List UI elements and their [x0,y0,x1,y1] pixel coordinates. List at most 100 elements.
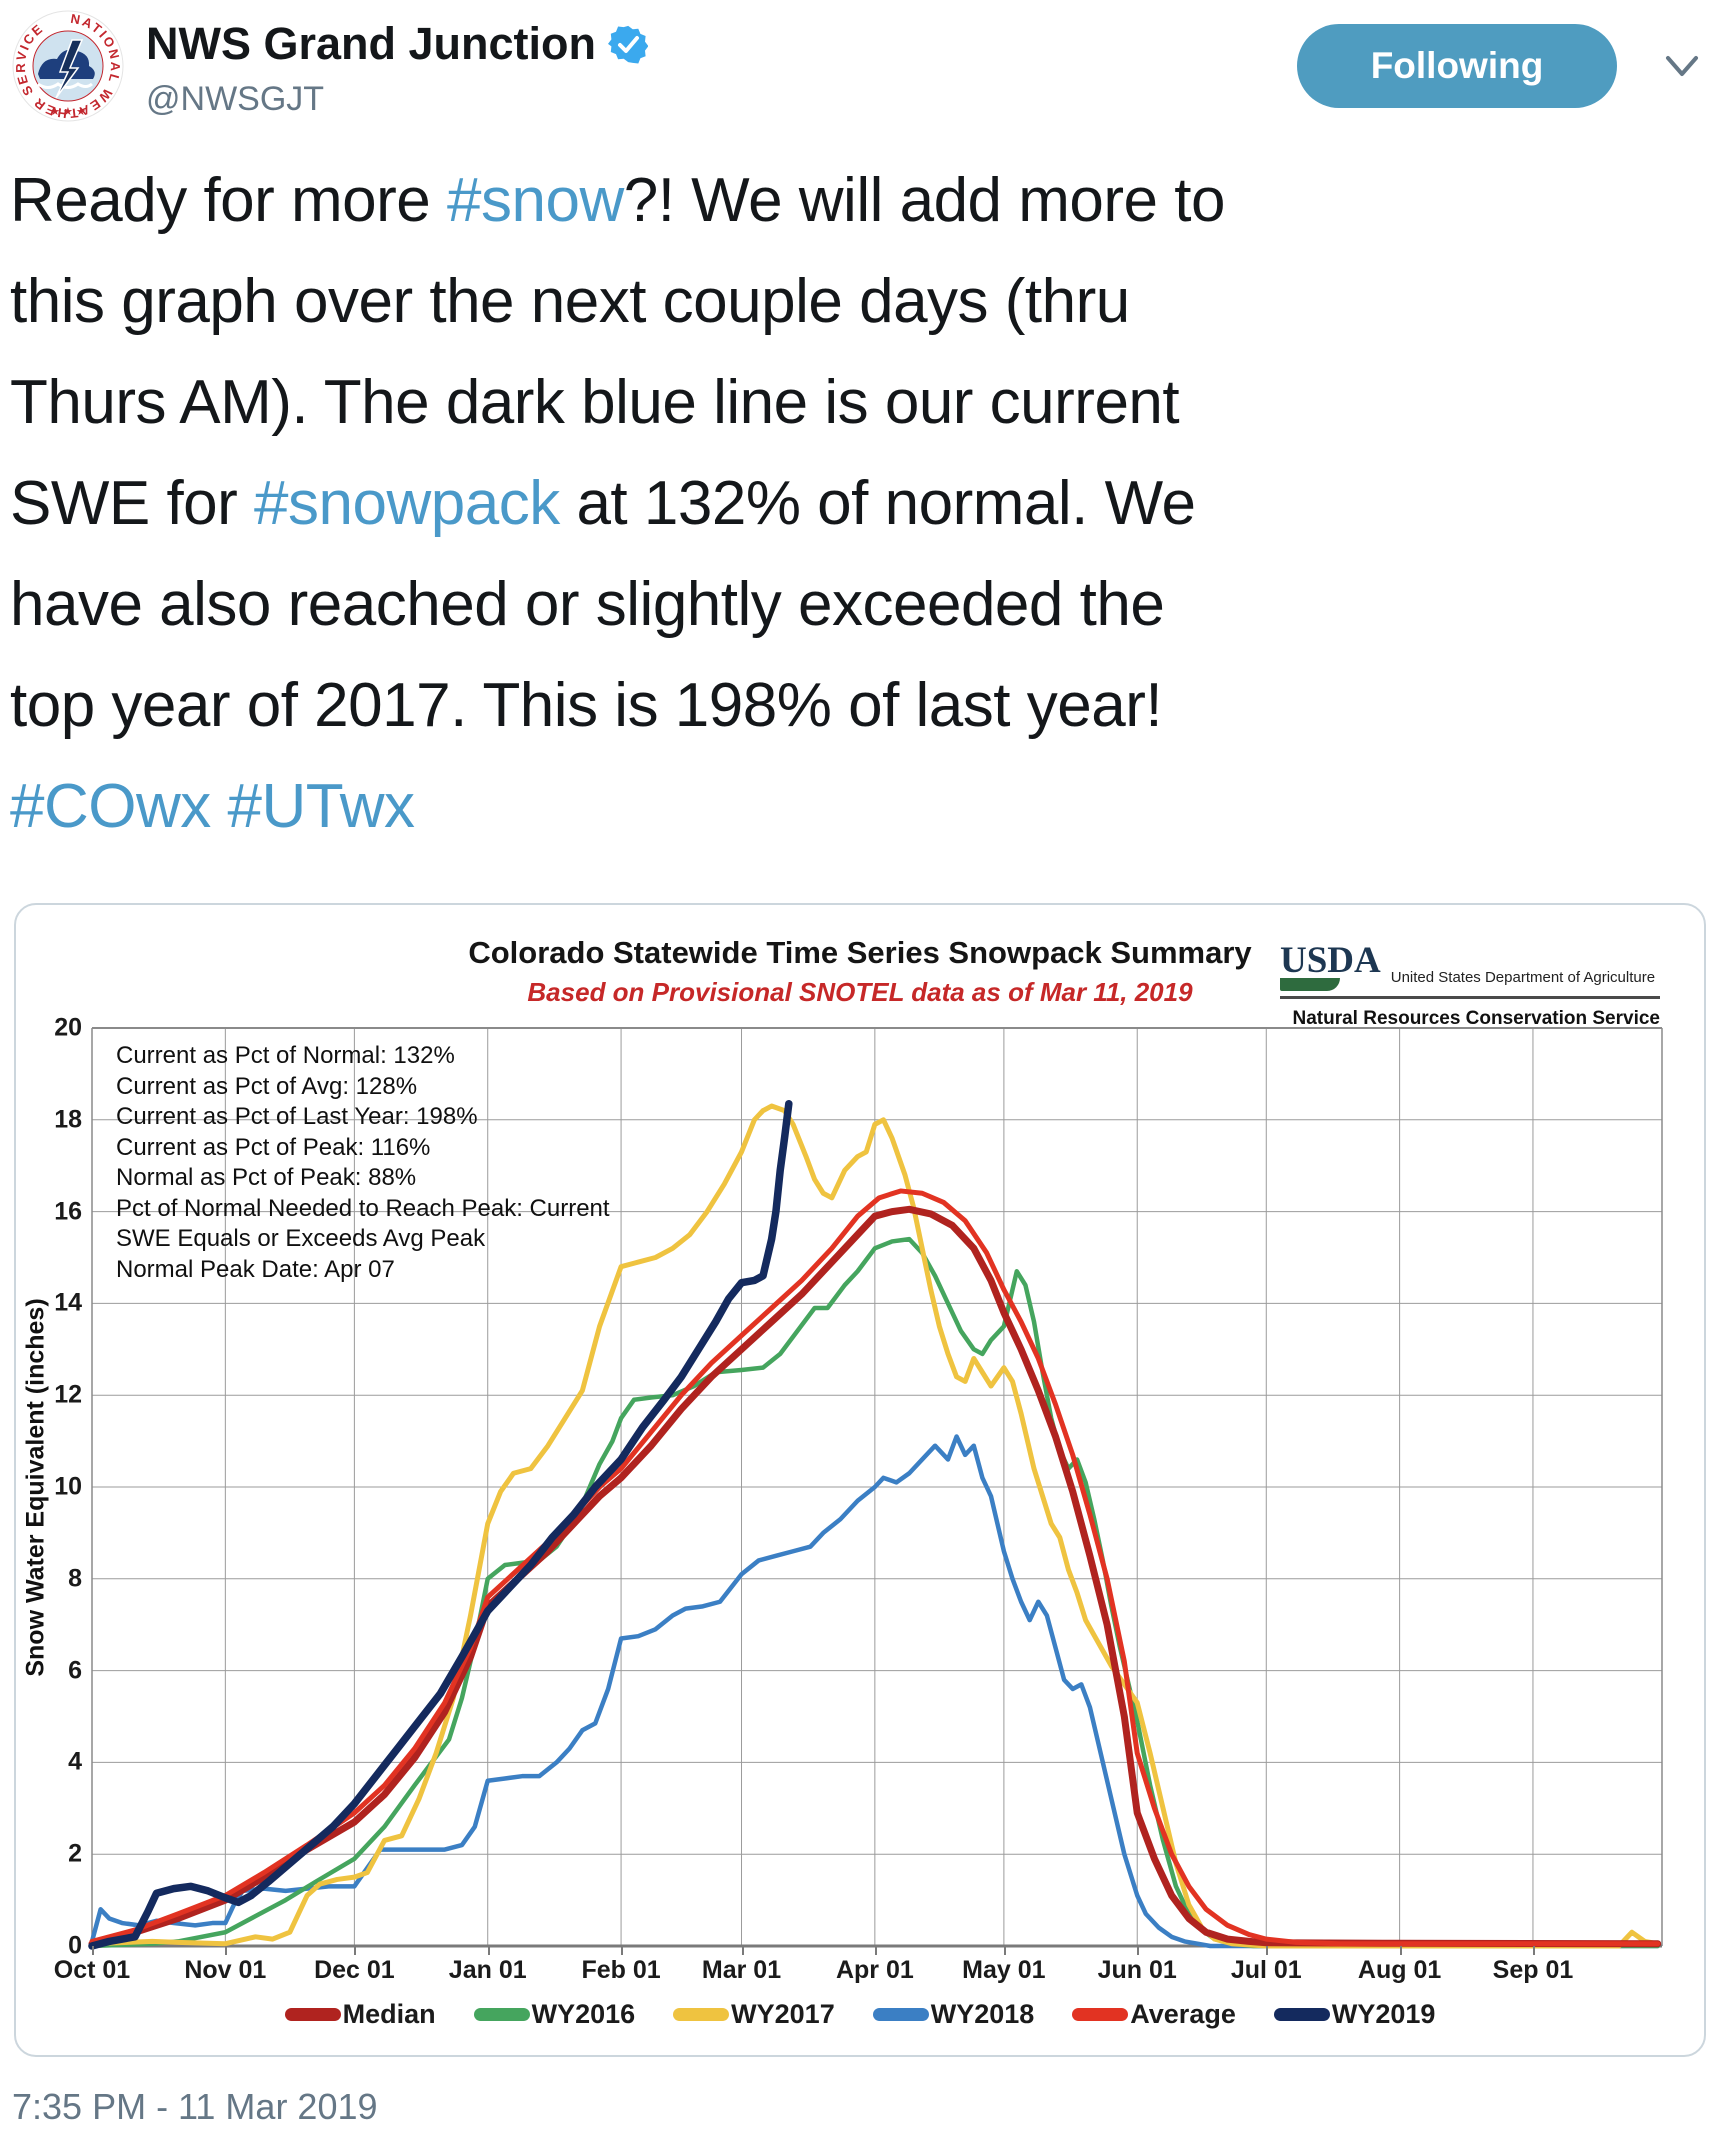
x-tick-mark [1003,1946,1006,1955]
avatar[interactable]: NATIONAL WEATHER SERVICE ★ ★ ★ [12,10,124,122]
y-tick-label: 12 [54,1380,82,1409]
display-name-text: NWS Grand Junction [146,18,596,69]
hashtag-link[interactable]: #snow [447,166,624,235]
hashtag-link[interactable]: #snowpack [254,469,560,538]
tweet-line: top year of 2017. This is 198% of last y… [10,655,1716,756]
chevron-down-icon[interactable] [1660,52,1704,82]
annotation-line: Normal Peak Date: Apr 07 [116,1255,395,1283]
x-tick-label: Apr 01 [835,1956,914,1984]
annotation-line: Normal as Pct of Peak: 88% [116,1164,417,1191]
x-tick-mark [354,1946,357,1955]
timestamp[interactable]: 7:35 PM - 11 Mar 2019 [12,2086,378,2127]
legend-label: WY2018 [930,1999,1035,2029]
tweet-text-segment: this graph over the next couple days (th… [10,267,1130,336]
legend-swatch [284,2008,341,2021]
annotation-line: Pct of Normal Needed to Reach Peak: Curr… [116,1194,610,1222]
annotation-line: Current as Pct of Last Year: 198% [116,1103,478,1130]
tweet-text-segment [211,772,228,841]
x-tick-label: Oct 01 [53,1956,131,1984]
hashtag-link[interactable]: #COwx [10,772,211,841]
x-axis-tick-labels: Oct 01 Nov 01 Dec 01 Jan 01 Feb 01 Mar 01 Apr … [54,1956,1662,1986]
series-line-average [92,1191,1658,1944]
usda-rule [1280,996,1660,1000]
series-line-wy2017 [92,1106,1658,1946]
legend-label: WY2016 [531,1999,636,2029]
tweet-text-segment: Thurs AM). The dark blue line is our cur… [10,368,1180,437]
tweet-text-segment: SWE for [10,469,255,538]
y-tick-label: 8 [68,1564,82,1593]
x-tick-mark [1532,1946,1535,1955]
x-tick-mark [1399,1946,1402,1955]
legend-label: WY2017 [731,1999,835,2029]
annotation-line: SWE Equals or Exceeds Avg Peak [116,1225,486,1252]
legend-label: WY2019 [1331,1999,1436,2029]
tweet-line: Ready for more #snow?! We will add more … [10,150,1716,251]
legend-item-wy2016: WY2016 [473,1999,636,2030]
tweet-text-segment: at 132% of normal. We [559,469,1196,538]
legend-item-wy2018: WY2018 [872,1999,1035,2030]
tweet-line: #COwx #UTwx [10,756,1716,857]
tweet-text-segment: top year of 2017. This is 198% of last y… [10,671,1163,740]
usda-department: United States Department of Agriculture [1390,969,1656,986]
tweet-line: Thurs AM). The dark blue line is our cur… [10,352,1716,453]
tweet-text: Ready for more #snow?! We will add more … [10,150,1716,857]
legend-swatch [673,2008,730,2021]
y-axis-tick-labels: 0 2 4 6 8 10 12 14 16 18 20 [36,1014,82,1960]
chart-legend: Median WY2016 WY2017 WY2018 Average WY2019 [16,1999,1704,2030]
y-tick-label: 0 [68,1931,82,1960]
usda-agency: Natural Resources Conservation Service [1292,1008,1661,1030]
lightning-icon [55,39,84,99]
x-tick-mark [1137,1946,1140,1955]
y-tick-label: 6 [68,1656,82,1685]
legend-item-average: Average [1072,1999,1236,2030]
tweet-line: have also reached or slightly exceeded t… [10,554,1716,655]
legend-item-median: Median [284,1999,436,2030]
x-tick-label: Aug 01 [1357,1956,1442,1984]
x-tick-mark [1266,1946,1269,1955]
tweet-text-segment: Ready for more [10,166,448,235]
y-tick-label: 10 [54,1472,82,1501]
x-tick-label: Jun 01 [1097,1956,1177,1984]
series-line-median [92,1209,1658,1943]
x-tick-label: Nov 01 [184,1956,267,1984]
nws-logo: NATIONAL WEATHER SERVICE ★ ★ ★ [12,10,124,122]
following-button[interactable]: Following [1297,24,1617,108]
x-tick-label: Dec 01 [314,1956,395,1984]
verified-badge-icon [608,25,648,64]
legend-swatch [872,2008,929,2021]
plot-area: Current as Pct of Normal: 132% Current as… [92,1028,1662,1946]
handle: @NWSGJT [146,80,325,118]
x-tick-label: May 01 [962,1956,1046,1984]
y-tick-label: 18 [54,1105,82,1134]
legend-item-wy2019: WY2019 [1273,1999,1436,2030]
x-tick-label: Sep 01 [1492,1956,1574,1984]
tweet-line: SWE for #snowpack at 132% of normal. We [10,453,1716,554]
display-name[interactable]: NWS Grand Junction [146,18,648,70]
legend-label: Median [342,1999,436,2029]
annotation-line: Current as Pct of Avg: 128% [116,1072,418,1100]
y-tick-label: 14 [54,1288,82,1317]
tweet-text-segment: have also reached or slightly exceeded t… [10,570,1165,639]
chart-title: Colorado Statewide Time Series Snowpack … [468,935,1252,970]
x-tick-mark [621,1946,624,1955]
legend-item-wy2017: WY2017 [673,1999,835,2030]
tweet-line: this graph over the next couple days (th… [10,251,1716,352]
hashtag-link[interactable]: #UTwx [227,772,415,841]
x-tick-mark [487,1946,490,1955]
usda-wordmark: USDA [1280,940,1381,981]
x-tick-label: Jul 01 [1230,1956,1302,1984]
usda-logo-block: USDA United States Department of Agricul… [1280,940,1661,1030]
x-axis-ticks [92,1946,1662,1956]
usda-swoosh-icon [1280,978,1340,992]
y-tick-label: 4 [68,1747,82,1776]
x-tick-label: Feb 01 [581,1956,661,1984]
y-tick-label: 2 [68,1839,82,1868]
avatar-stars: ★ ★ ★ [50,106,86,118]
tweet-media-chart[interactable]: Colorado Statewide Time Series Snowpack … [14,903,1706,2057]
x-tick-mark [225,1946,228,1955]
y-tick-label: 20 [54,1013,82,1042]
snowpack-stats-annotation: Current as Pct of Normal: 132% Current as… [116,1041,610,1285]
annotation-line: Current as Pct of Normal: 132% [116,1042,455,1069]
legend-swatch [1072,2008,1129,2021]
x-tick-label: Jan 01 [448,1956,527,1984]
